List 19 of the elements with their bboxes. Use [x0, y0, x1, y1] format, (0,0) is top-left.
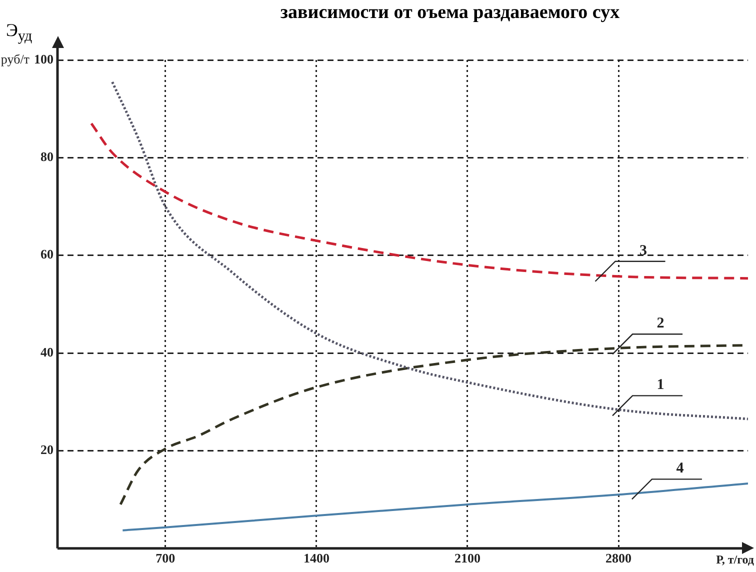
y-tick-label: 20 [40, 442, 54, 458]
y-tick-label: 100 [34, 51, 54, 66]
chart-title: зависимости от оъема раздаваемого сух [279, 2, 621, 24]
line-series [90, 122, 748, 280]
x-axis-title: Р, т/год [716, 552, 754, 566]
x-tick-label: 1400 [303, 550, 330, 566]
annotation: 4 [676, 460, 684, 477]
x-tick-label: 2800 [606, 550, 632, 566]
y-tick-label: 80 [40, 149, 54, 164]
x-tick-label: 2100 [454, 550, 480, 566]
text: руб/т [0, 51, 30, 66]
annotation: 2 [656, 316, 664, 332]
annotation: 1 [656, 377, 664, 394]
y-axis-title: Э$_{уд}$ [6, 20, 32, 46]
y-tick-label: 60 [40, 246, 54, 262]
line-series [111, 80, 748, 420]
x-tick-label: 700 [156, 550, 176, 566]
line-series [122, 482, 748, 532]
y-tick-label: 40 [40, 344, 54, 360]
